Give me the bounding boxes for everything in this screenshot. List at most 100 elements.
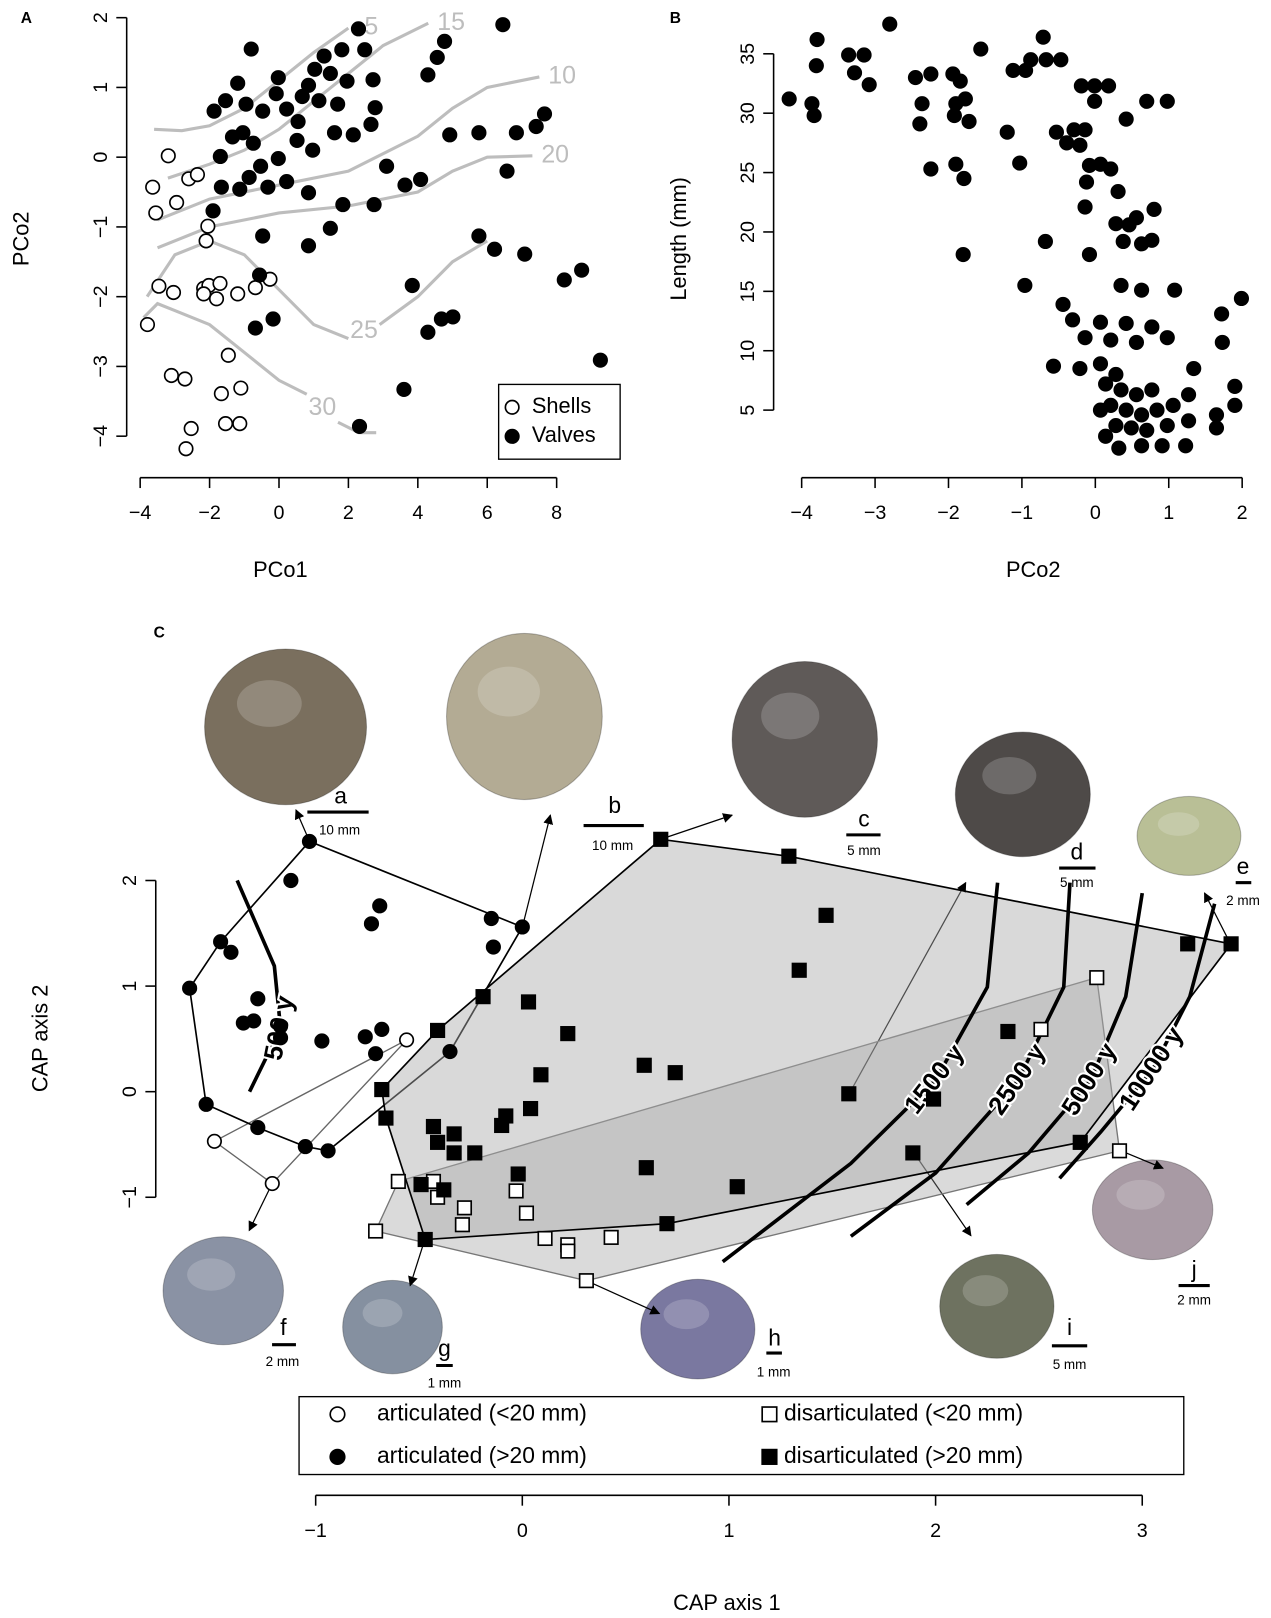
- point: [321, 1144, 334, 1157]
- point: [953, 74, 966, 87]
- point: [199, 1098, 212, 1111]
- point: [974, 42, 987, 55]
- scale-text: 1 mm: [428, 1376, 462, 1391]
- point: [1073, 1136, 1086, 1149]
- y-tick-label: 25: [737, 162, 759, 184]
- point: [421, 325, 434, 338]
- point: [1161, 331, 1174, 344]
- contour-label: 30: [309, 393, 337, 421]
- point: [1075, 79, 1088, 92]
- point: [231, 76, 244, 89]
- specimen-label: a: [334, 783, 347, 809]
- x-tick-label: −4: [129, 502, 152, 524]
- point: [1094, 315, 1107, 328]
- point: [604, 1231, 617, 1244]
- point: [640, 1161, 653, 1174]
- point: [367, 198, 380, 211]
- specimen-arrow: [586, 1280, 660, 1313]
- point: [1073, 362, 1086, 375]
- specimen-highlight: [237, 680, 302, 727]
- scale-text: 10 mm: [319, 822, 360, 837]
- point: [1083, 248, 1096, 261]
- point: [1006, 64, 1019, 77]
- scale-text: 2 mm: [1226, 893, 1260, 908]
- point: [495, 1119, 508, 1132]
- point: [509, 1184, 522, 1197]
- point: [924, 67, 937, 80]
- point: [269, 87, 282, 100]
- point: [256, 229, 269, 242]
- point: [369, 1047, 382, 1060]
- point: [1125, 421, 1138, 434]
- specimen-label: j: [1191, 1256, 1197, 1282]
- point: [1109, 368, 1122, 381]
- point: [274, 1031, 287, 1044]
- point: [956, 248, 969, 261]
- point: [353, 420, 366, 433]
- point: [637, 1059, 650, 1072]
- point: [295, 90, 308, 103]
- point: [1066, 313, 1079, 326]
- point: [256, 104, 269, 117]
- point: [435, 312, 448, 325]
- point: [1166, 399, 1179, 412]
- point: [272, 152, 285, 165]
- point: [1109, 217, 1122, 230]
- point: [1114, 383, 1127, 396]
- point: [406, 279, 419, 292]
- point: [1224, 937, 1237, 950]
- point: [561, 1027, 574, 1040]
- hull: [382, 839, 1231, 1239]
- point: [214, 150, 227, 163]
- point: [1179, 439, 1192, 452]
- scale-text: 1 mm: [757, 1364, 791, 1379]
- point: [1001, 1025, 1014, 1038]
- point: [375, 1023, 388, 1036]
- point: [247, 136, 260, 149]
- point: [1182, 414, 1195, 427]
- x-tick-label: 0: [274, 502, 285, 524]
- point: [906, 1146, 919, 1159]
- point: [222, 349, 235, 362]
- point: [524, 1102, 537, 1115]
- point: [397, 383, 410, 396]
- point: [1116, 235, 1129, 248]
- point: [306, 143, 319, 156]
- point: [487, 940, 500, 953]
- point: [1078, 200, 1091, 213]
- point: [1235, 292, 1248, 305]
- point: [1150, 403, 1163, 416]
- scale-text: 10 mm: [592, 838, 633, 853]
- scale-text: 2 mm: [1177, 1293, 1211, 1308]
- point: [1034, 1023, 1047, 1036]
- point: [909, 71, 922, 84]
- point: [792, 964, 805, 977]
- point: [500, 164, 513, 177]
- point: [152, 279, 165, 292]
- point: [1140, 424, 1153, 437]
- point: [782, 849, 795, 862]
- x-tick-label: −4: [790, 502, 813, 524]
- point: [1088, 95, 1101, 108]
- x-tick-label: −1: [1011, 502, 1033, 524]
- point: [210, 292, 223, 305]
- point: [1078, 331, 1091, 344]
- x-tick-label: 8: [551, 502, 562, 524]
- specimen-arrow: [661, 815, 732, 839]
- point: [538, 107, 551, 120]
- point: [146, 180, 159, 193]
- point: [1039, 53, 1052, 66]
- point: [179, 442, 192, 455]
- hull: [214, 1040, 406, 1184]
- point: [375, 1083, 388, 1096]
- point: [302, 239, 315, 252]
- point: [654, 833, 667, 846]
- x-tick-label: 1: [1163, 502, 1174, 524]
- legend-marker: [762, 1450, 777, 1465]
- legend-label: disarticulated (<20 mm): [784, 1399, 1023, 1425]
- y-tick-label: 1: [90, 82, 112, 93]
- point: [1147, 203, 1160, 216]
- specimen-label: b: [608, 792, 621, 818]
- point: [447, 1146, 460, 1159]
- point: [1210, 408, 1223, 421]
